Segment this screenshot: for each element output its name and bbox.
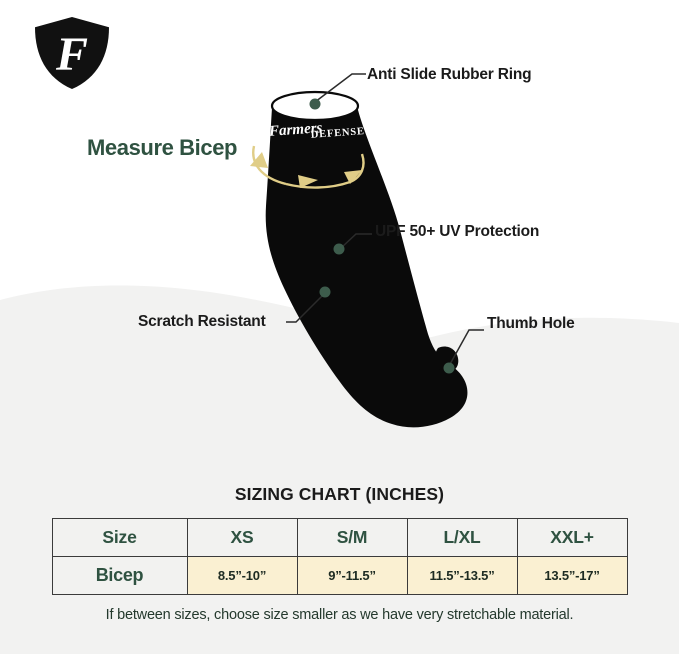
column-header-lxl: L/XL [406,518,518,557]
curved-measure-arrow-icon [250,145,365,189]
shield-logo-letter: F [55,28,88,81]
shield-body [35,17,109,89]
sleeve-cuff [272,106,358,190]
dot-marker-upf [333,243,345,255]
measure-bicep-label: Measure Bicep [87,135,238,160]
shield-logo-icon: F [32,14,112,92]
callout-label-scratch-resistant: Scratch Resistant [138,313,266,330]
callout-label-anti-slide-rubber-ring: Anti Slide Rubber Ring [367,66,532,83]
dot-marker-scratch [319,286,331,298]
callout-label-upf-protection: UPF 50+ UV Protection [375,223,540,240]
table-row: Bicep 8.5”-10” 9”-11.5” 11.5”-13.5” 13.5… [51,556,628,595]
leader-upf-protection [333,233,372,255]
column-header-sm: S/M [296,518,408,557]
cell-bicep-xxl: 13.5”-17” [516,556,628,595]
column-header-size: Size [51,518,188,557]
measure-arrowhead-left [250,152,268,168]
dot-marker-ring [309,98,321,110]
leader-line-thumb [448,329,484,367]
sizing-chart-block: SIZING CHART (INCHES) Size XS S/M L/XL X… [0,484,679,623]
measure-arrow-front-arc [285,180,351,189]
measure-arrow-left-arc [252,145,287,186]
cell-bicep-sm: 9”-11.5” [296,556,408,595]
leader-thumb-hole [443,329,484,374]
row-header-bicep: Bicep [51,556,188,595]
callout-label-thumb-hole: Thumb Hole [487,315,575,332]
column-header-xs: XS [186,518,298,557]
leader-line-scratch [286,293,325,323]
measure-arrowhead-center [298,175,318,188]
cell-bicep-xs: 8.5”-10” [186,556,298,595]
leader-line-upf [340,233,372,249]
dot-marker-thumb [443,362,455,374]
sleeve-wordmark-block: DEFENSE [310,126,365,141]
table-header-row: Size XS S/M L/XL XXL+ [51,518,628,557]
sleeve-wordmark-script: Farmers [268,120,323,140]
leader-scratch-resistant [286,286,331,323]
leader-line-ring [314,73,366,103]
measure-arrowhead-right [344,170,362,184]
leader-anti-slide-rubber-ring [309,73,366,110]
sizing-chart-title: SIZING CHART (INCHES) [234,484,445,504]
sizing-chart-footnote: If between sizes, choose size smaller as… [105,607,574,623]
column-header-xxl: XXL+ [516,518,628,557]
cell-bicep-lxl: 11.5”-13.5” [406,556,518,595]
sizing-chart-table: Size XS S/M L/XL XXL+ Bicep 8.5”-10” 9”-… [51,518,628,595]
